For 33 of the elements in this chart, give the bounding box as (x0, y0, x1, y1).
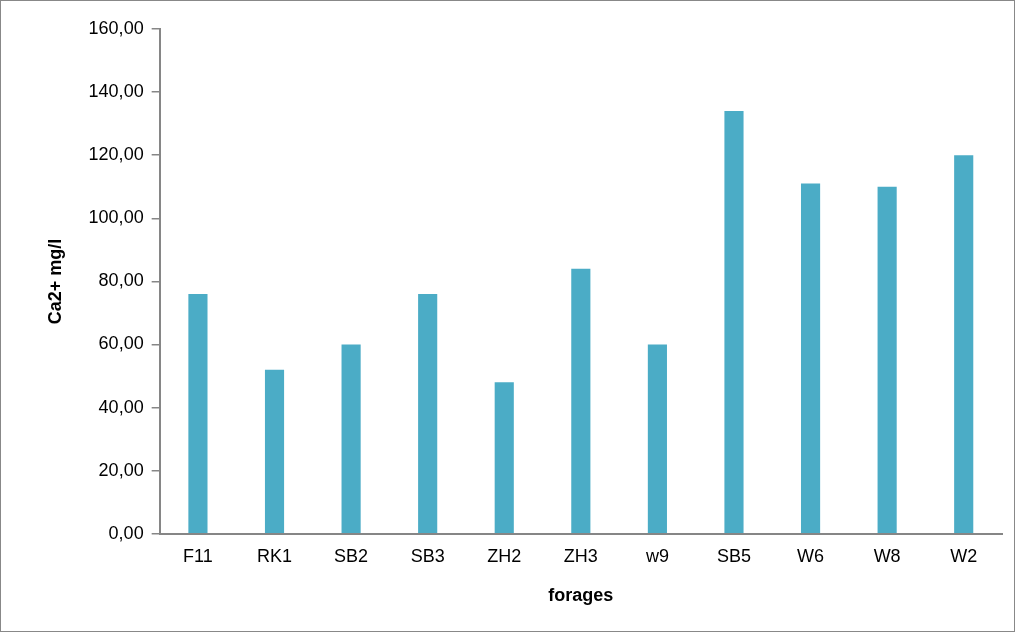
bar (571, 268, 591, 534)
y-tick-label: 60,00 (98, 333, 144, 354)
y-tick-label: 0,00 (108, 522, 144, 543)
bar (188, 294, 208, 534)
bar (418, 294, 438, 534)
x-tick-label: W2 (950, 545, 978, 566)
x-tick-label: SB5 (716, 545, 751, 566)
y-tick-label: 160,00 (88, 17, 144, 38)
bar (724, 111, 744, 534)
x-tick-label: W8 (873, 545, 901, 566)
y-tick-label: 20,00 (98, 459, 144, 480)
x-tick-label: SB3 (410, 545, 445, 566)
x-tick-label: RK1 (257, 545, 293, 566)
bar (877, 186, 897, 534)
bar (494, 382, 514, 534)
bar (800, 183, 821, 534)
x-axis-title: forages (548, 585, 614, 606)
x-tick-label: F11 (183, 545, 213, 566)
y-tick-label: 120,00 (88, 144, 144, 165)
y-axis-title: Ca2+ mg/l (44, 238, 65, 325)
x-tick-label: SB2 (334, 545, 369, 566)
x-tick-label: w9 (644, 545, 669, 566)
y-tick-label: 40,00 (98, 396, 144, 417)
y-tick-label: 140,00 (88, 81, 144, 102)
y-tick-label: 80,00 (98, 270, 144, 291)
x-tick-label: W6 (797, 545, 825, 566)
y-tick-label: 100,00 (88, 207, 144, 228)
bar (954, 155, 974, 534)
x-tick-label: ZH3 (563, 545, 598, 566)
bar (264, 369, 285, 534)
bar (647, 344, 667, 534)
x-tick-label: ZH2 (487, 545, 522, 566)
bar (341, 344, 361, 534)
